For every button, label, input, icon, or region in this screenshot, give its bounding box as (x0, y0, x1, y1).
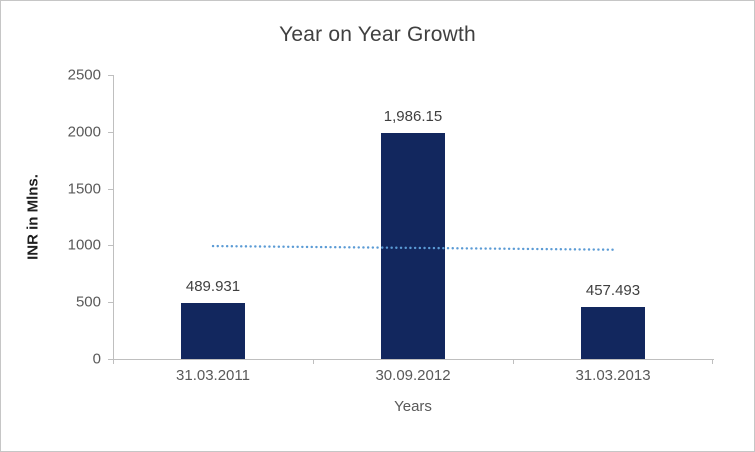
bar (581, 307, 645, 359)
y-tick-mark (108, 302, 113, 304)
bar-data-label: 457.493 (585, 282, 641, 299)
y-tick-mark (108, 245, 113, 247)
y-tick-label: 0 (92, 350, 101, 368)
y-tick-label: 500 (75, 293, 101, 311)
plot-area: 489.931 1,986.15 457.493 (108, 75, 713, 364)
x-tick-mark (113, 359, 114, 364)
x-tick-labels: 31.03.2011 30.09.2012 31.03.2013 (113, 367, 713, 387)
y-tick-label: 1000 (67, 236, 101, 254)
y-tick-label: 2000 (67, 123, 101, 141)
x-tick-label: 31.03.2011 (176, 367, 250, 384)
chart-title: Year on Year Growth (279, 23, 476, 46)
y-tick-label: 2500 (67, 66, 101, 84)
x-tick-mark (313, 359, 314, 364)
x-tick-label: 31.03.2013 (575, 367, 651, 384)
bar (381, 133, 445, 359)
y-tick-labels: 0 500 1000 1500 2000 2500 (1, 67, 101, 368)
y-tick-mark (108, 188, 113, 190)
bar (181, 303, 245, 359)
y-tick-mark (108, 359, 113, 360)
bar-data-label: 489.931 (185, 278, 241, 295)
y-tick-mark (108, 131, 113, 133)
y-tick-label: 1500 (67, 180, 101, 198)
y-axis-line (113, 75, 114, 360)
y-tick-mark (108, 75, 113, 76)
x-axis-title: Years (394, 398, 432, 415)
x-tick-mark (712, 359, 713, 364)
x-tick-label: 30.09.2012 (375, 367, 451, 384)
x-tick-mark (513, 359, 514, 364)
x-axis-line (113, 359, 714, 360)
bar-data-label: 1,986.15 (383, 108, 443, 125)
